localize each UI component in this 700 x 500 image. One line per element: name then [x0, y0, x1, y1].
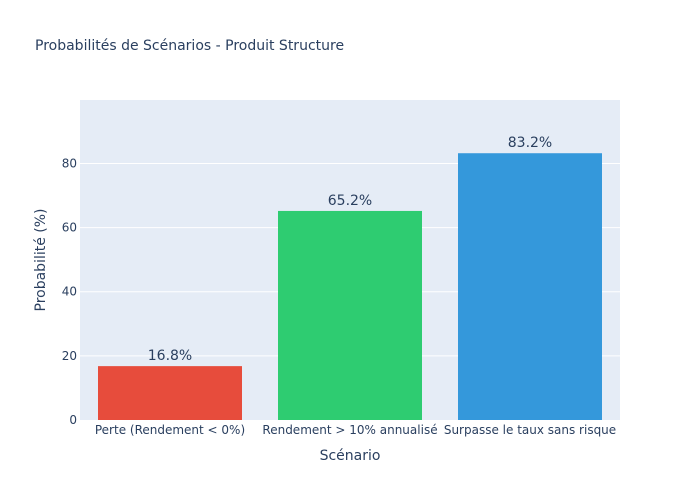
- y-tick-label: 40: [62, 285, 77, 299]
- bar[interactable]: [458, 153, 602, 421]
- x-tick-label: Rendement > 10% annualisé: [262, 423, 437, 437]
- y-tick-label: 60: [62, 221, 77, 235]
- x-axis-title: Scénario: [320, 448, 381, 464]
- y-tick-label: 20: [62, 349, 77, 363]
- y-axis-title: Probabilité (%): [33, 208, 49, 311]
- data-labels: 16.8% 65.2% 83.2%: [148, 135, 552, 364]
- bar[interactable]: [98, 366, 242, 420]
- x-tick-label: Perte (Rendement < 0%): [95, 423, 245, 437]
- y-axis-ticks: 0 20 40 60 80: [62, 156, 77, 427]
- bar-data-label: 16.8%: [148, 348, 192, 364]
- y-tick-label: 0: [69, 413, 77, 427]
- bar-data-label: 65.2%: [328, 193, 372, 209]
- y-tick-label: 80: [62, 156, 77, 170]
- x-tick-label: Surpasse le taux sans risque: [444, 423, 616, 437]
- bar[interactable]: [278, 210, 422, 420]
- bars: [98, 153, 602, 421]
- x-axis-ticks: Perte (Rendement < 0%) Rendement > 10% an…: [95, 423, 616, 437]
- chart-title: Probabilités de Scénarios - Produit Stru…: [35, 38, 344, 54]
- bar-data-label: 83.2%: [508, 135, 552, 151]
